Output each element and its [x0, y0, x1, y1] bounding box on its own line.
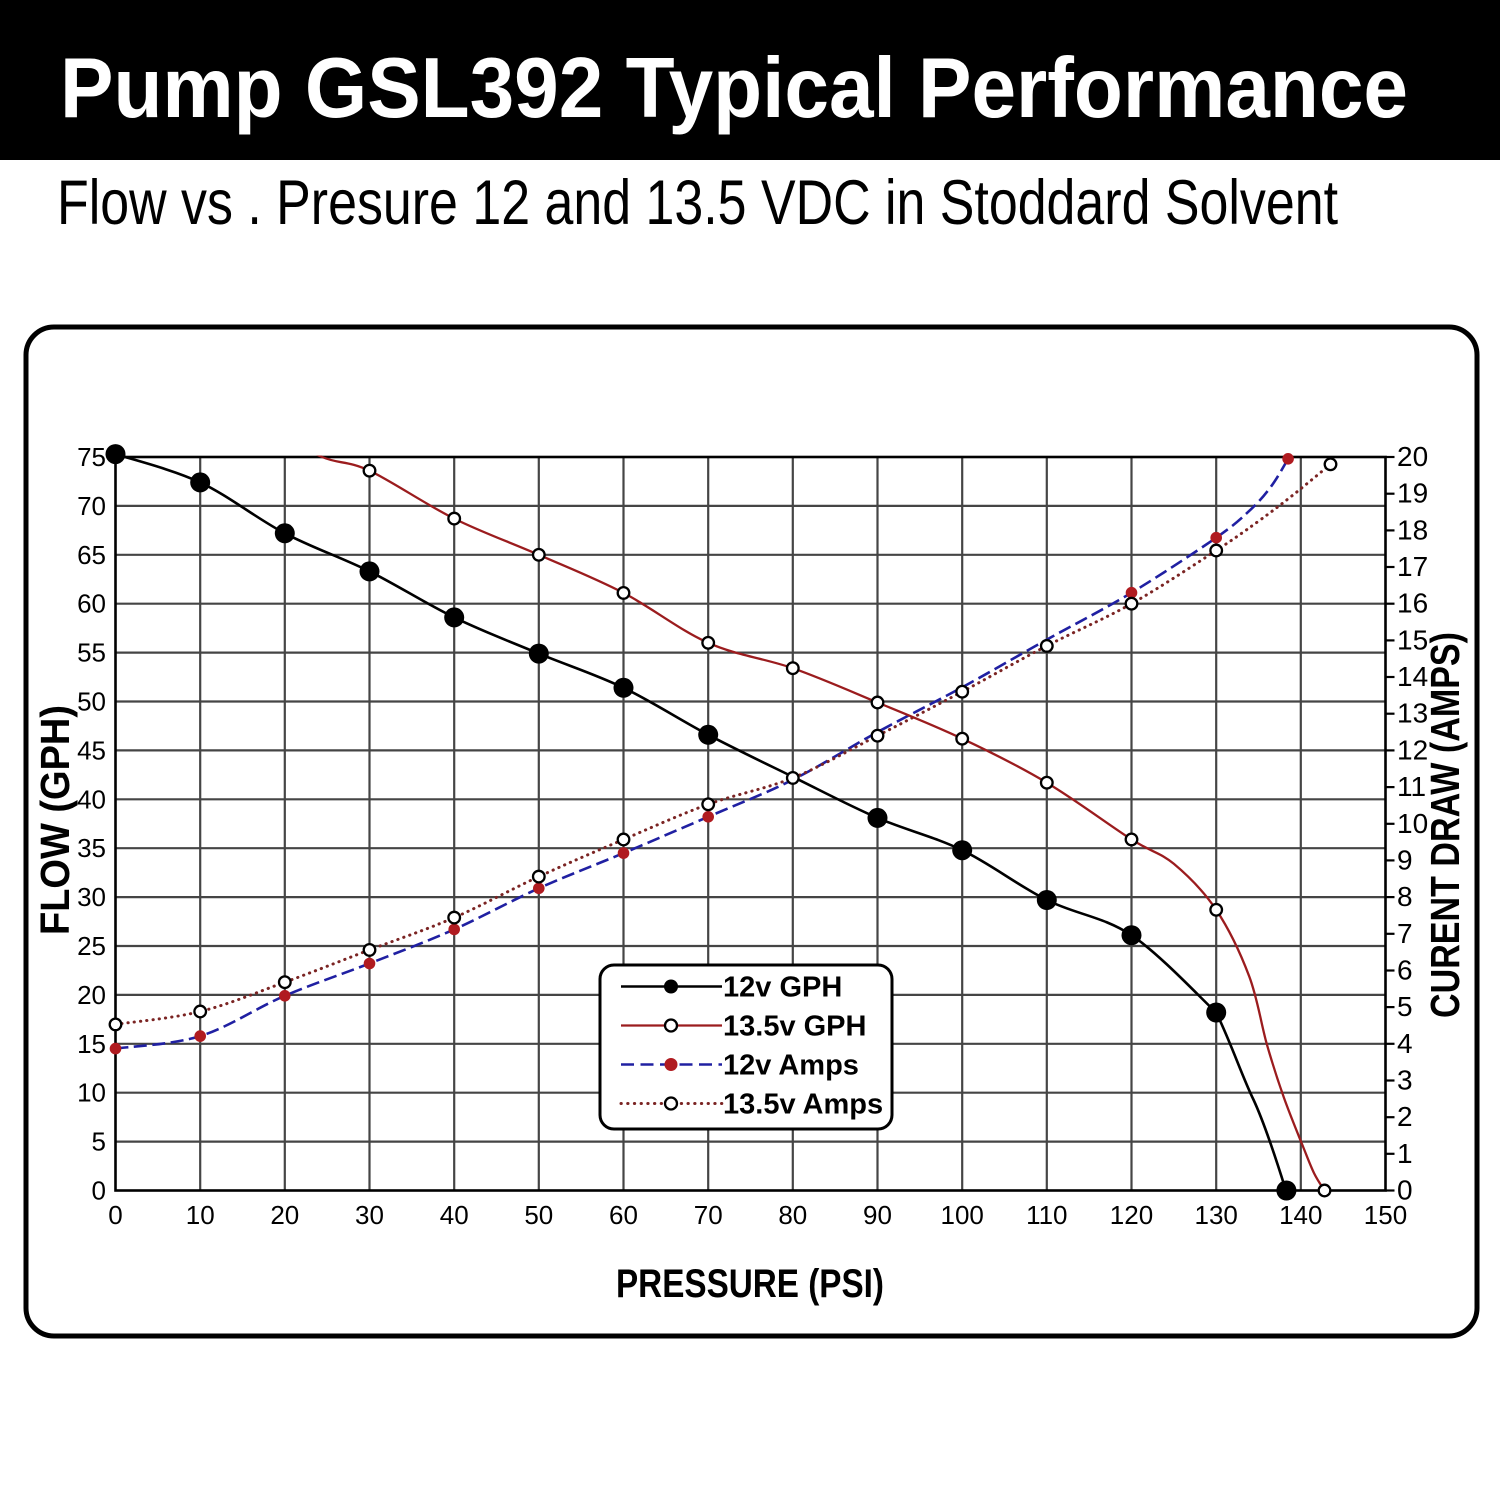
svg-text:PRESSURE (PSI): PRESSURE (PSI)	[616, 1262, 884, 1306]
svg-text:8: 8	[1397, 881, 1413, 912]
svg-text:60: 60	[77, 589, 106, 619]
svg-text:60: 60	[609, 1200, 638, 1230]
svg-text:50: 50	[77, 687, 106, 717]
svg-text:20: 20	[1397, 441, 1428, 472]
svg-text:40: 40	[77, 784, 106, 814]
svg-text:10: 10	[186, 1200, 215, 1230]
svg-text:130: 130	[1195, 1200, 1238, 1230]
svg-text:18: 18	[1397, 514, 1428, 545]
svg-text:12: 12	[1397, 734, 1428, 765]
svg-text:65: 65	[77, 540, 106, 570]
svg-text:25: 25	[77, 931, 106, 961]
svg-text:4: 4	[1397, 1028, 1413, 1059]
svg-text:12v GPH: 12v GPH	[723, 972, 842, 1004]
svg-text:0: 0	[108, 1200, 122, 1230]
svg-text:CURENT DRAW (AMPS): CURENT DRAW (AMPS)	[1422, 632, 1468, 1018]
svg-text:12v Amps: 12v Amps	[723, 1050, 859, 1082]
svg-text:5: 5	[92, 1127, 106, 1157]
svg-text:13.5v Amps: 13.5v Amps	[723, 1089, 883, 1121]
svg-text:120: 120	[1110, 1200, 1153, 1230]
svg-text:13.5v GPH: 13.5v GPH	[723, 1011, 866, 1043]
svg-text:110: 110	[1026, 1200, 1067, 1230]
svg-text:80: 80	[778, 1200, 807, 1230]
svg-text:19: 19	[1397, 478, 1428, 509]
svg-text:FLOW (GPH): FLOW (GPH)	[32, 705, 78, 935]
svg-text:0: 0	[1397, 1175, 1413, 1206]
svg-text:17: 17	[1397, 551, 1428, 582]
svg-text:5: 5	[1397, 991, 1413, 1022]
svg-text:10: 10	[1397, 808, 1428, 839]
svg-text:16: 16	[1397, 588, 1428, 619]
svg-text:11: 11	[1397, 771, 1426, 802]
svg-text:14: 14	[1397, 661, 1428, 692]
svg-text:20: 20	[270, 1200, 299, 1230]
svg-text:30: 30	[77, 882, 106, 912]
svg-text:Flow vs . Presure 12 and 13.5: Flow vs . Presure 12 and 13.5 VDC in Sto…	[57, 168, 1338, 238]
svg-text:70: 70	[694, 1200, 723, 1230]
svg-text:15: 15	[77, 1029, 106, 1059]
svg-text:40: 40	[440, 1200, 469, 1230]
svg-text:45: 45	[77, 735, 106, 765]
svg-text:6: 6	[1397, 955, 1413, 986]
svg-text:1: 1	[1397, 1138, 1413, 1169]
svg-text:20: 20	[77, 980, 106, 1010]
svg-text:2: 2	[1397, 1101, 1413, 1132]
svg-text:3: 3	[1397, 1065, 1413, 1096]
svg-text:15: 15	[1397, 624, 1428, 655]
svg-text:13: 13	[1397, 698, 1428, 729]
svg-text:55: 55	[77, 638, 106, 668]
svg-text:75: 75	[77, 442, 106, 472]
svg-text:150: 150	[1364, 1200, 1407, 1230]
svg-text:0: 0	[92, 1176, 106, 1206]
svg-text:7: 7	[1397, 918, 1413, 949]
svg-text:90: 90	[863, 1200, 892, 1230]
svg-text:50: 50	[524, 1200, 553, 1230]
svg-text:35: 35	[77, 833, 106, 863]
svg-text:Pump GSL392 Typical Performanc: Pump GSL392 Typical Performance	[60, 41, 1408, 136]
svg-text:140: 140	[1279, 1200, 1322, 1230]
svg-text:30: 30	[355, 1200, 384, 1230]
svg-text:10: 10	[77, 1078, 106, 1108]
svg-text:9: 9	[1397, 844, 1413, 875]
svg-text:100: 100	[941, 1200, 984, 1230]
svg-text:70: 70	[77, 491, 106, 521]
